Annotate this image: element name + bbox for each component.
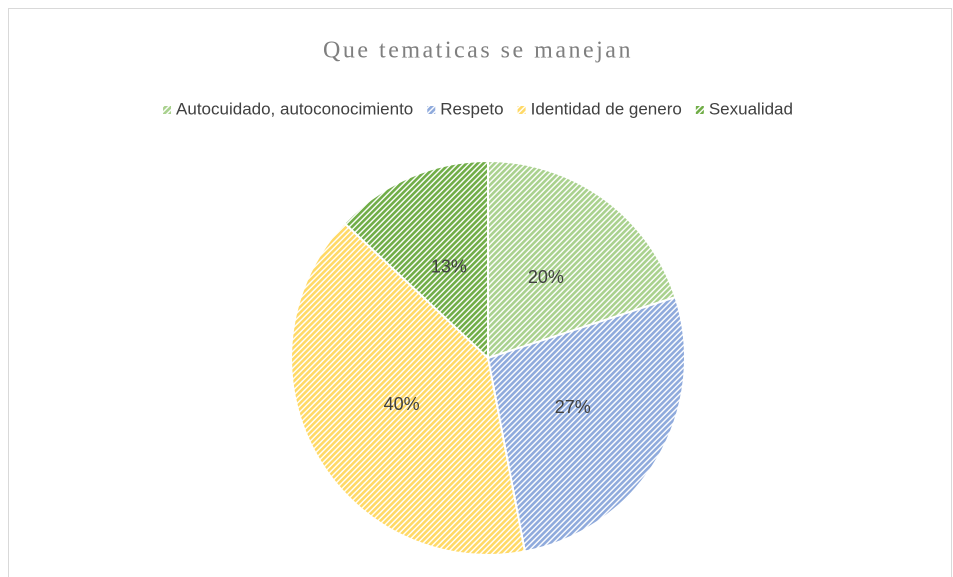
legend-item: Autocuidado, autoconocimiento xyxy=(163,99,413,118)
legend-text: Respeto xyxy=(440,99,503,118)
legend-swatch xyxy=(427,106,436,114)
value-label: 20% xyxy=(528,267,564,287)
legend-swatch xyxy=(163,106,172,114)
legend-swatch xyxy=(517,106,526,114)
legend-text: Identidad de genero xyxy=(531,99,682,118)
legend-item: Identidad de genero xyxy=(517,99,682,118)
value-label: 13% xyxy=(431,256,467,276)
legend-swatch xyxy=(695,106,704,114)
value-label: 40% xyxy=(384,394,420,414)
value-label: 27% xyxy=(555,397,591,417)
legend-text: Sexualidad xyxy=(709,99,793,118)
legend-item: Sexualidad xyxy=(695,99,793,118)
pie-slice xyxy=(486,295,686,553)
legend-item: Respeto xyxy=(427,99,504,118)
pie-slice xyxy=(290,221,527,556)
pie-slice xyxy=(342,159,489,361)
pie-slice xyxy=(487,159,677,360)
legend-text: Autocuidado, autoconocimiento xyxy=(176,99,413,118)
legend: Autocuidado, autoconocimiento Respeto Iden… xyxy=(163,99,793,118)
chart-title: Que tematicas se manejan xyxy=(323,38,633,64)
